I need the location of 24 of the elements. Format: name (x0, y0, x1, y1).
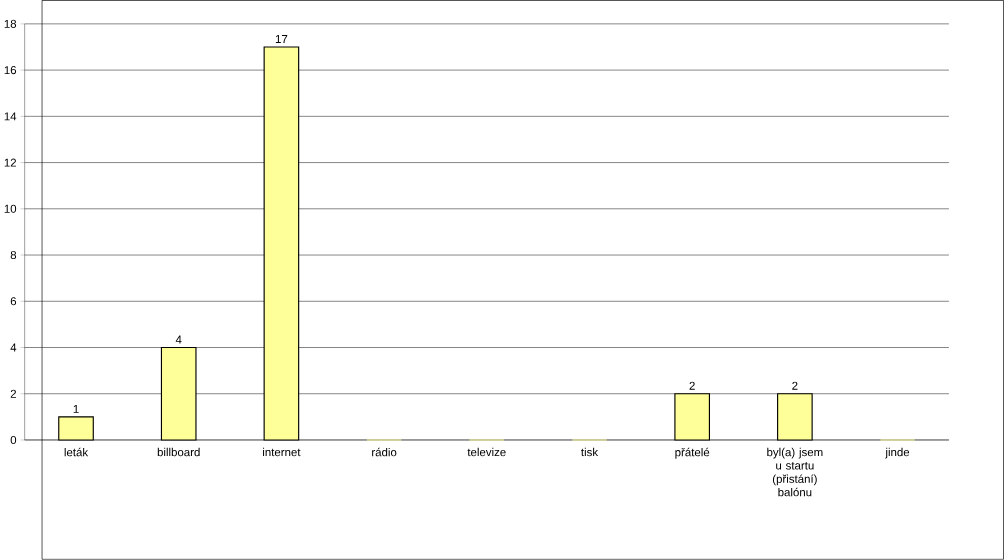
x-tick-label: leták (64, 447, 89, 457)
y-tick-label: 8 (10, 251, 17, 260)
data-label: 4 (175, 335, 182, 344)
y-tick-label: 2 (10, 389, 16, 398)
data-label: 17 (275, 35, 288, 44)
y-tick-label: 10 (4, 204, 17, 213)
data-label: 2 (792, 381, 798, 390)
x-tick-label: rádio (372, 447, 397, 457)
x-tick-label: tisk (581, 447, 599, 457)
x-tick-label: byl(a) jsem u startu (přistání) balónu (767, 447, 823, 497)
data-label: 2 (689, 381, 695, 390)
x-tick-label: televize (467, 447, 506, 457)
y-tick-label: 16 (4, 66, 17, 75)
y-tick-label: 6 (10, 297, 17, 306)
x-tick-label: přátelé (675, 447, 710, 459)
data-label: 1 (73, 405, 79, 413)
y-tick-label: 0 (10, 436, 17, 445)
x-tick-label: internet (263, 447, 301, 457)
x-tick-label: billboard (157, 447, 200, 457)
y-tick-label: 12 (4, 158, 16, 167)
y-tick-label: 14 (4, 112, 17, 121)
y-tick-label: 18 (4, 19, 17, 29)
x-tick-label: jinde (885, 447, 910, 459)
y-tick-label: 4 (10, 343, 17, 352)
